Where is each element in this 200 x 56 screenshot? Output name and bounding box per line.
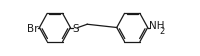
- Text: Br: Br: [26, 23, 38, 33]
- Text: 2: 2: [159, 26, 164, 35]
- Text: NH: NH: [149, 21, 164, 31]
- Text: S: S: [72, 23, 78, 33]
